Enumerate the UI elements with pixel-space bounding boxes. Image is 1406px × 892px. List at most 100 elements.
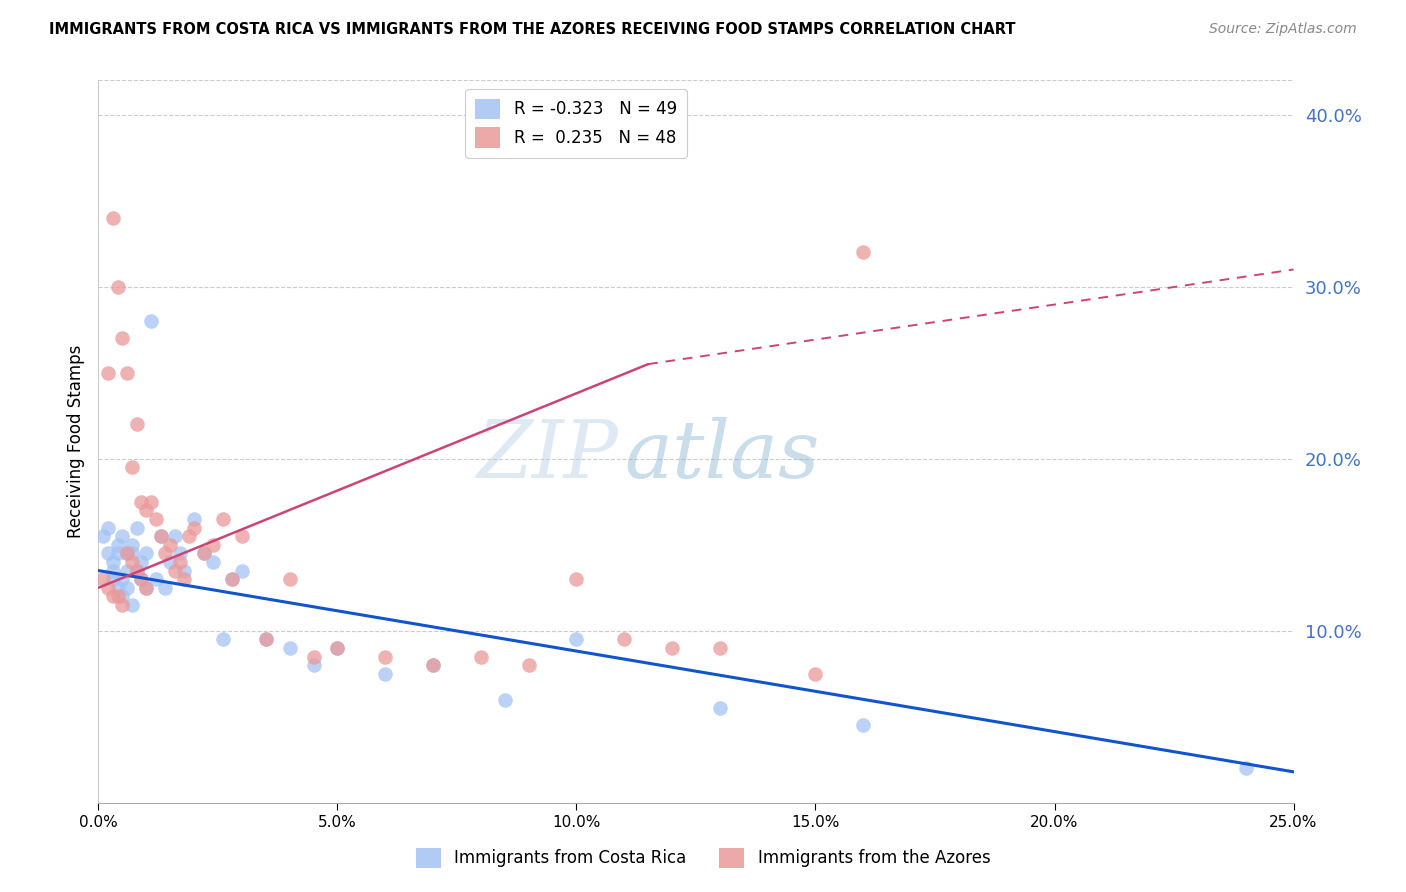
Point — [101, 572, 124, 586]
Point — [135, 581, 157, 595]
Point — [661, 640, 683, 655]
Point — [111, 572, 134, 586]
Point — [121, 546, 143, 560]
Point — [115, 546, 138, 560]
Point — [278, 572, 301, 586]
Point — [422, 658, 444, 673]
Point — [173, 572, 195, 586]
Point — [183, 520, 205, 534]
Point — [302, 649, 325, 664]
Point — [97, 520, 120, 534]
Point — [115, 366, 138, 380]
Point — [107, 279, 129, 293]
Point — [91, 529, 114, 543]
Point — [231, 529, 253, 543]
Point — [565, 572, 588, 586]
Point — [231, 564, 253, 578]
Point — [101, 590, 124, 604]
Point — [97, 581, 120, 595]
Point — [121, 538, 143, 552]
Point — [163, 529, 186, 543]
Y-axis label: Receiving Food Stamps: Receiving Food Stamps — [66, 345, 84, 538]
Point — [131, 572, 153, 586]
Point — [121, 598, 143, 612]
Point — [155, 581, 177, 595]
Point — [613, 632, 636, 647]
Point — [494, 692, 516, 706]
Point — [254, 632, 277, 647]
Legend: Immigrants from Costa Rica, Immigrants from the Azores: Immigrants from Costa Rica, Immigrants f… — [409, 841, 997, 875]
Point — [121, 555, 143, 569]
Point — [163, 564, 186, 578]
Point — [91, 572, 114, 586]
Point — [111, 529, 134, 543]
Point — [139, 494, 162, 508]
Point — [326, 640, 349, 655]
Point — [221, 572, 243, 586]
Point — [374, 666, 396, 681]
Point — [852, 245, 875, 260]
Point — [107, 581, 129, 595]
Point — [111, 331, 134, 345]
Text: Source: ZipAtlas.com: Source: ZipAtlas.com — [1209, 22, 1357, 37]
Point — [221, 572, 243, 586]
Point — [97, 546, 120, 560]
Point — [183, 512, 205, 526]
Point — [517, 658, 540, 673]
Legend: R = -0.323   N = 49, R =  0.235   N = 48: R = -0.323 N = 49, R = 0.235 N = 48 — [465, 88, 686, 158]
Point — [115, 581, 138, 595]
Point — [107, 590, 129, 604]
Point — [193, 546, 215, 560]
Point — [145, 512, 167, 526]
Point — [302, 658, 325, 673]
Point — [131, 572, 153, 586]
Point — [149, 529, 172, 543]
Text: IMMIGRANTS FROM COSTA RICA VS IMMIGRANTS FROM THE AZORES RECEIVING FOOD STAMPS C: IMMIGRANTS FROM COSTA RICA VS IMMIGRANTS… — [49, 22, 1015, 37]
Point — [202, 538, 225, 552]
Point — [470, 649, 492, 664]
Point — [326, 640, 349, 655]
Point — [193, 546, 215, 560]
Point — [155, 546, 177, 560]
Point — [179, 529, 201, 543]
Point — [131, 555, 153, 569]
Point — [135, 581, 157, 595]
Point — [278, 640, 301, 655]
Point — [139, 314, 162, 328]
Point — [709, 701, 731, 715]
Point — [135, 503, 157, 517]
Point — [159, 555, 181, 569]
Point — [107, 546, 129, 560]
Point — [211, 512, 233, 526]
Point — [115, 564, 138, 578]
Point — [111, 598, 134, 612]
Point — [101, 211, 124, 225]
Point — [149, 529, 172, 543]
Point — [422, 658, 444, 673]
Point — [135, 546, 157, 560]
Point — [125, 520, 148, 534]
Point — [125, 564, 148, 578]
Point — [211, 632, 233, 647]
Point — [565, 632, 588, 647]
Point — [159, 538, 181, 552]
Point — [107, 538, 129, 552]
Point — [254, 632, 277, 647]
Point — [121, 460, 143, 475]
Point — [202, 555, 225, 569]
Point — [101, 564, 124, 578]
Point — [111, 590, 134, 604]
Point — [125, 417, 148, 432]
Point — [852, 718, 875, 732]
Point — [169, 555, 191, 569]
Point — [125, 564, 148, 578]
Text: ZIP: ZIP — [477, 417, 619, 495]
Point — [374, 649, 396, 664]
Point — [169, 546, 191, 560]
Point — [145, 572, 167, 586]
Point — [97, 366, 120, 380]
Point — [1234, 761, 1257, 775]
Point — [131, 494, 153, 508]
Text: atlas: atlas — [624, 417, 820, 495]
Point — [115, 546, 138, 560]
